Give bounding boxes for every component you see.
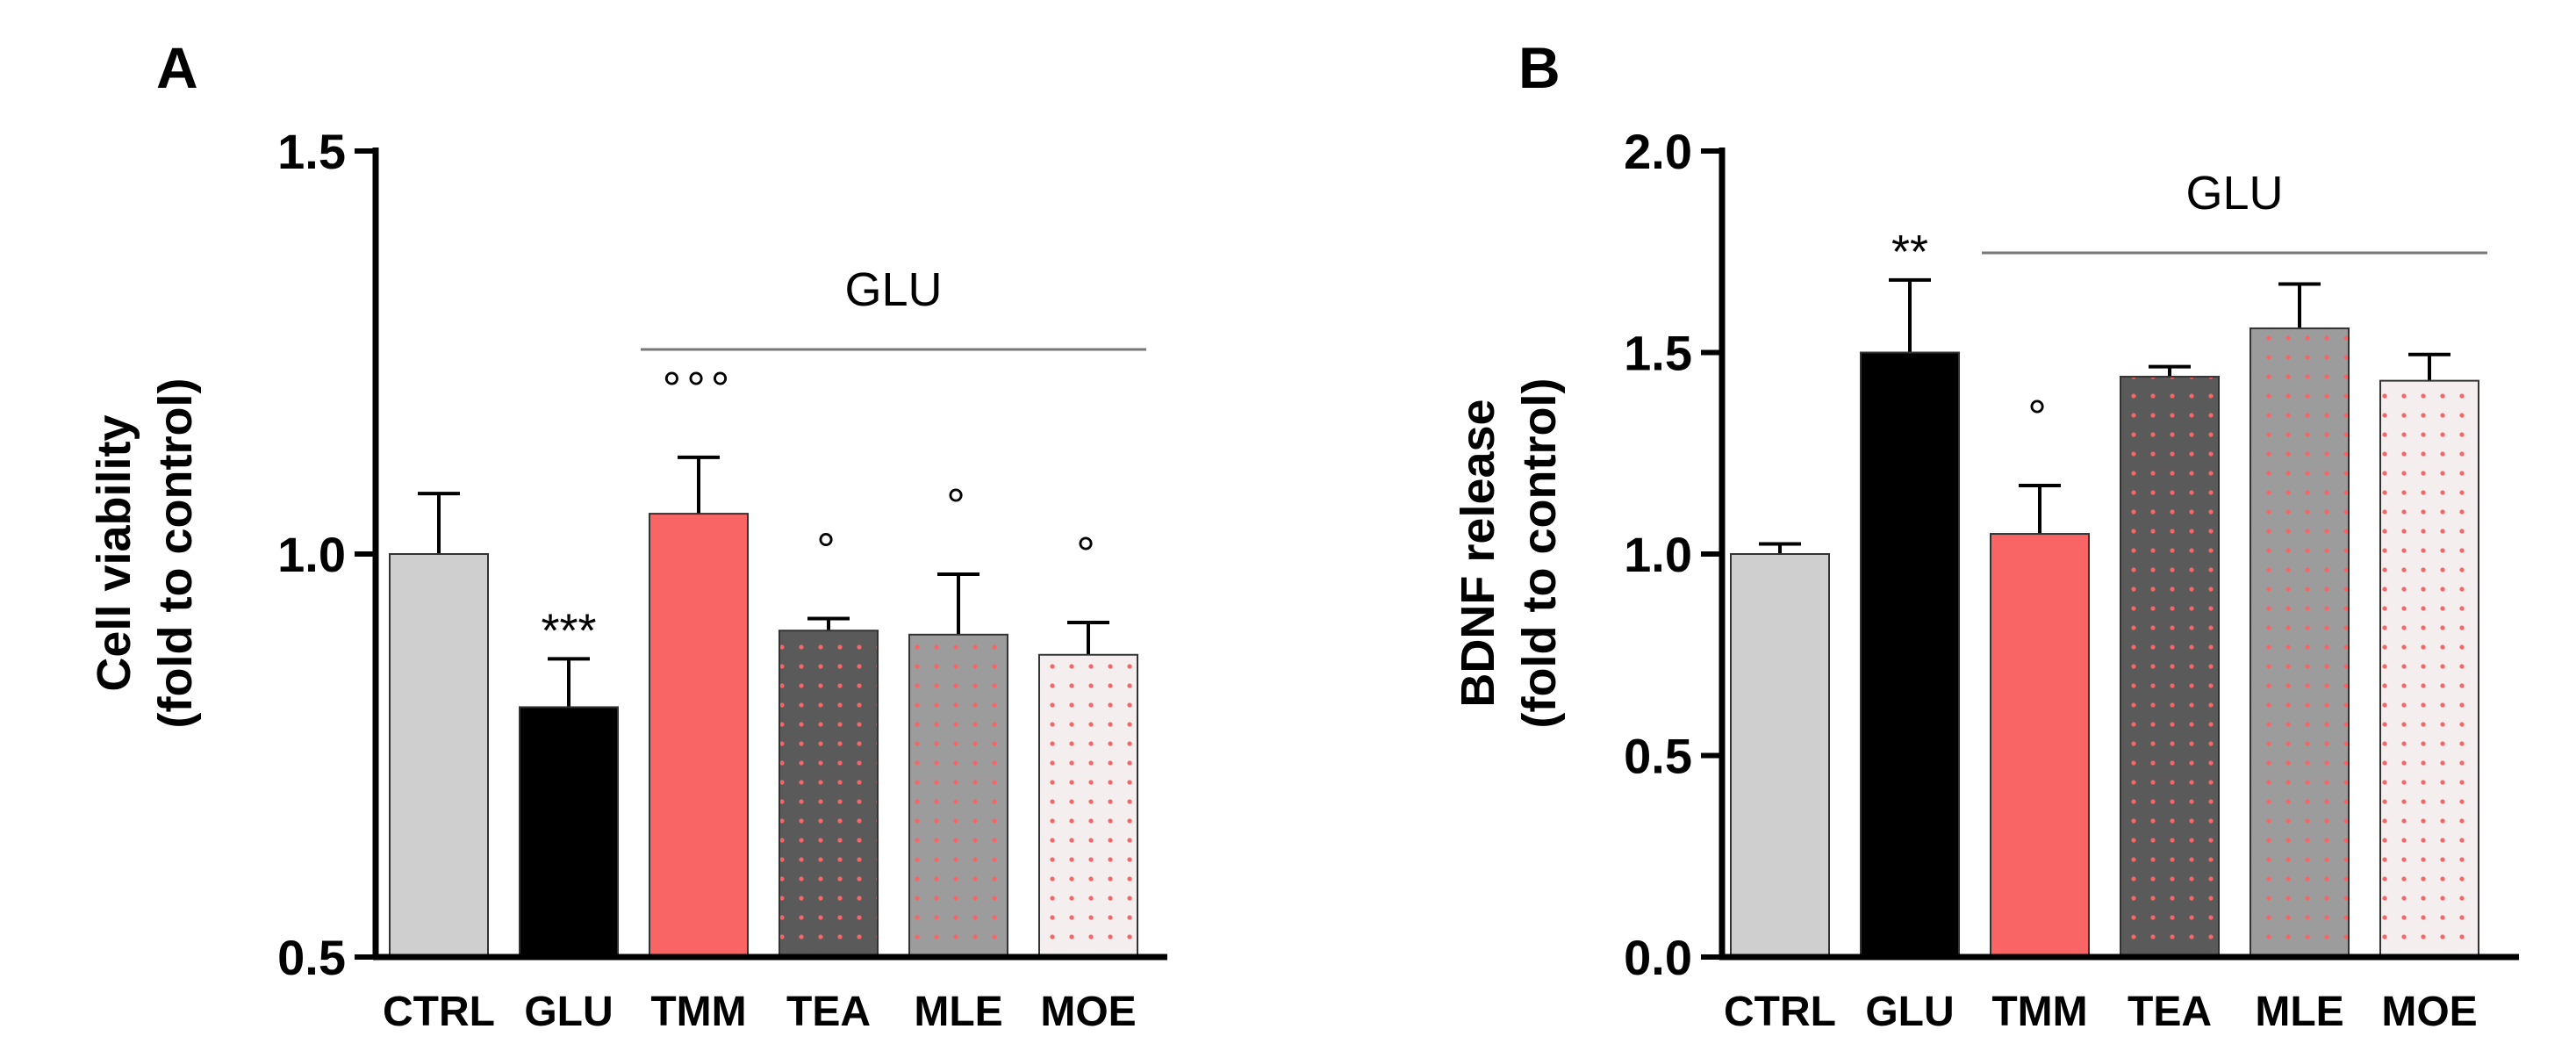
x-tick-label-ctrl: CTRL (1724, 989, 1836, 1035)
chart-panel-a: A Cell viability (fold to control) CTRL G… (88, 35, 1167, 1035)
group-label: GLU (844, 263, 942, 316)
x-tick-label-glu: GLU (1865, 989, 1954, 1035)
x-tick-label-glu: GLU (524, 989, 613, 1035)
significance-glu: ** (1891, 226, 1928, 278)
labels: CTRL GLU ** TMM ° TEA MLE MOE GLU 0.0 0.5 1.0 1.5 2.0 (1624, 124, 2478, 1035)
y-tick-label: 1.5 (277, 124, 346, 179)
x-tick-label-moe: MOE (2381, 989, 2477, 1035)
bar-moe (1038, 653, 1138, 958)
x-tick-label-tea: TEA (2128, 989, 2212, 1035)
x-tick-label-mle: MLE (914, 989, 1002, 1035)
significance-tmm: ° (2027, 391, 2052, 443)
significance-moe: ° (1076, 528, 1101, 580)
y-tick-label: 0.0 (1624, 930, 1692, 985)
bar-glu (1860, 351, 1960, 958)
bar-mle (2250, 327, 2350, 958)
x-tick-label-tmm: TMM (1991, 989, 2087, 1035)
significance-tea: ° (816, 523, 841, 576)
axes (1701, 148, 2519, 961)
x-tick-label-tea: TEA (786, 989, 871, 1035)
bar-moe (2379, 379, 2479, 958)
bar-tea (779, 630, 879, 959)
significance-glu: *** (541, 604, 596, 657)
y-tick-label: 0.5 (1624, 729, 1692, 784)
bar-tmm (1990, 533, 2090, 958)
group-label: GLU (2185, 167, 2283, 220)
x-tick-label-tmm: TMM (650, 989, 746, 1035)
bar-tea (2120, 376, 2220, 959)
x-tick-label-ctrl: CTRL (383, 989, 495, 1035)
y-tick-label: 0.5 (277, 930, 346, 985)
labels: CTRL GLU *** TMM °°° TEA ° MLE ° MOE ° GLU 0.5 1.0 1.5 (277, 124, 1137, 1035)
bar-ctrl (1730, 553, 1830, 958)
y-tick-label: 1.0 (277, 527, 346, 582)
panel-letter: B (1518, 35, 1561, 100)
y-axis-label-line2: (fold to control) (149, 378, 202, 729)
bars (1730, 277, 2479, 959)
y-axis-label-line2: (fold to control) (1513, 378, 1566, 729)
chart-panel-b: B BDNF release (fold to control) CTRL GLU… (1452, 35, 2519, 1035)
y-axis-label-line1: BDNF release (1452, 399, 1504, 707)
bar-glu (519, 706, 619, 958)
axes (355, 148, 1167, 961)
bar-tmm (649, 513, 749, 958)
x-tick-label-mle: MLE (2255, 989, 2343, 1035)
panel-letter: A (156, 35, 198, 100)
y-tick-label: 1.0 (1624, 527, 1692, 582)
significance-mle: ° (946, 479, 971, 532)
y-tick-label: 2.0 (1624, 124, 1692, 179)
bar-mle (908, 633, 1008, 958)
y-tick-label: 1.5 (1624, 326, 1692, 381)
significance-tmm: °°° (663, 363, 735, 415)
bars (389, 455, 1138, 959)
x-tick-label-moe: MOE (1040, 989, 1136, 1035)
y-axis-label-line1: Cell viability (88, 414, 140, 691)
bar-ctrl (389, 553, 489, 958)
